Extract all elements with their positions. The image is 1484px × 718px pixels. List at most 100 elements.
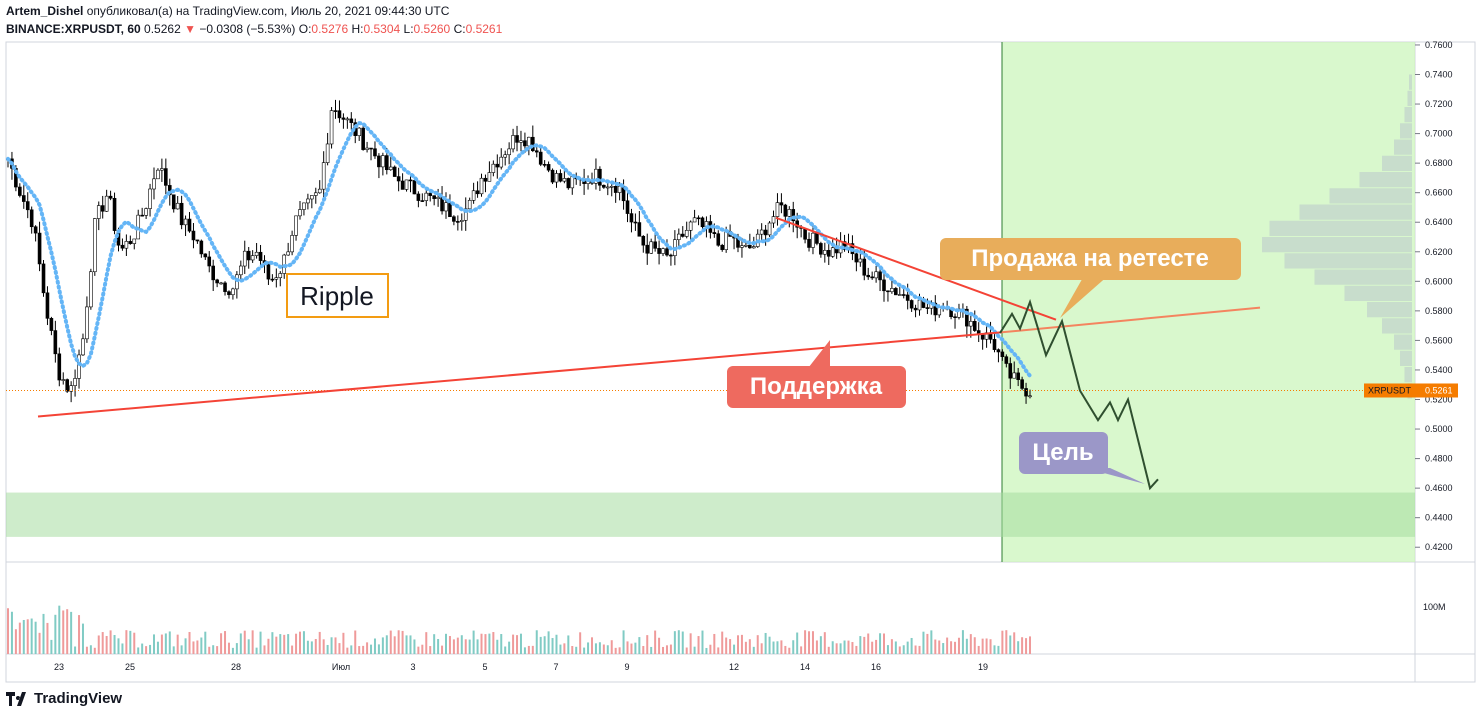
candle-body [164,168,168,186]
candle-body [866,274,871,278]
volume-bar [338,643,341,654]
candle-body [345,118,350,121]
time-tick-label: 28 [231,662,241,672]
volume-bar [137,647,140,654]
candle-body [657,248,661,254]
symbol-name[interactable]: BINANCE:XRPUSDT, 60 [6,22,141,36]
price-tick-label: 0.4800 [1425,454,1453,464]
target-callout[interactable]: Цель [1019,432,1145,484]
candle-body [412,180,417,195]
candle-body [1020,379,1024,389]
price-tick-label: 0.7400 [1425,70,1453,80]
volume-bar [160,634,163,654]
candle-body [183,218,188,226]
support-trendline[interactable] [37,331,1003,418]
volume-bar [42,613,45,654]
price-axis[interactable]: 0.7600 0.7400 0.7200 0.7000 0.6800 0.6600 0.64… [1415,40,1453,552]
candle-body [179,202,184,226]
candle-body [763,229,768,236]
candle-body [420,200,425,202]
volume-bar [54,614,57,654]
volume-bar [275,636,278,654]
volume-bar [255,647,258,654]
price-tick-label: 0.5800 [1425,306,1453,316]
candle-body [250,255,255,261]
volume-bar [200,637,203,654]
support-extension-line[interactable] [1001,306,1261,334]
volume-bar [934,639,937,654]
ripple-label[interactable]: Ripple [286,273,389,318]
volume-bar [689,633,692,654]
volume-bar [614,647,617,654]
support-callout[interactable]: Поддержка [727,340,906,408]
volume-bar [906,641,909,654]
volume-bar [630,643,633,654]
volume-bar [764,632,767,654]
price-tag-value: 0.5261 [1425,385,1453,395]
candle-body [73,378,77,386]
candle-body [400,180,405,190]
volume-bar [429,646,432,654]
price-tick-label: 0.5600 [1425,335,1453,345]
volume-bar [101,632,104,654]
candle-body [408,179,413,182]
volume-bar [121,643,124,654]
candle-body [629,213,634,223]
candle-body [404,179,409,190]
candle-body [175,202,180,210]
candle-body [361,127,365,150]
volume-bar [709,644,712,654]
candle-body [195,239,200,242]
volume-bar [804,630,807,654]
volume-bar [519,633,522,654]
volume-bar [875,639,878,654]
candle-body [349,118,354,123]
volume-bar [81,623,84,654]
candle-body [605,186,610,189]
volume-bar [867,633,870,654]
volume-bar [10,611,13,654]
volume-bar [961,630,964,654]
volume-bar [863,636,866,654]
time-tick-label: 7 [553,662,558,672]
volume-bar [93,647,96,654]
candle-body [992,339,997,350]
candle-body [203,253,208,258]
forecast-path[interactable] [999,298,1159,491]
volume-bar [871,641,874,654]
candle-body [286,251,290,256]
low-value: 0.5260 [413,22,451,36]
volume-bar [62,610,65,654]
candle-body [124,241,129,249]
volume-bar [401,630,404,654]
volume-bar [587,642,590,654]
price-tick-label: 0.5200 [1425,395,1453,405]
candle-body [744,244,748,247]
volume-bar [567,635,570,654]
volume-bar [7,608,9,654]
sell-callout-text: Продажа на ретесте [971,245,1209,272]
candle-body [239,265,243,276]
candle-body [191,230,196,241]
candle-body [152,178,156,190]
candle-body [211,265,215,281]
time-axis[interactable]: 23 25 28 Июл 3 5 7 9 12 14 16 19 [54,662,988,672]
author-name[interactable]: Artem_Dishel [6,4,84,18]
volume-profile-bar [1407,90,1412,106]
volume-bar [894,641,897,654]
tradingview-logo[interactable]: TradingView [6,690,122,707]
tradingview-brand: TradingView [34,690,123,707]
resistance-trendline[interactable] [775,216,1057,321]
candle-body [534,150,539,153]
volume-bar [918,645,921,654]
low-label: L: [403,22,414,36]
candle-body [96,205,101,219]
candle-body [231,288,235,296]
high-label: H: [351,22,364,36]
volume-bar [879,633,882,654]
candle-body [554,173,559,183]
volume-bar [389,630,392,654]
sell-callout[interactable]: Продажа на ретесте [940,238,1241,318]
candle-body [609,185,614,188]
price-chart[interactable]: 0.7600 0.7400 0.7200 0.7000 0.6800 0.6600 0.64… [0,0,1484,690]
